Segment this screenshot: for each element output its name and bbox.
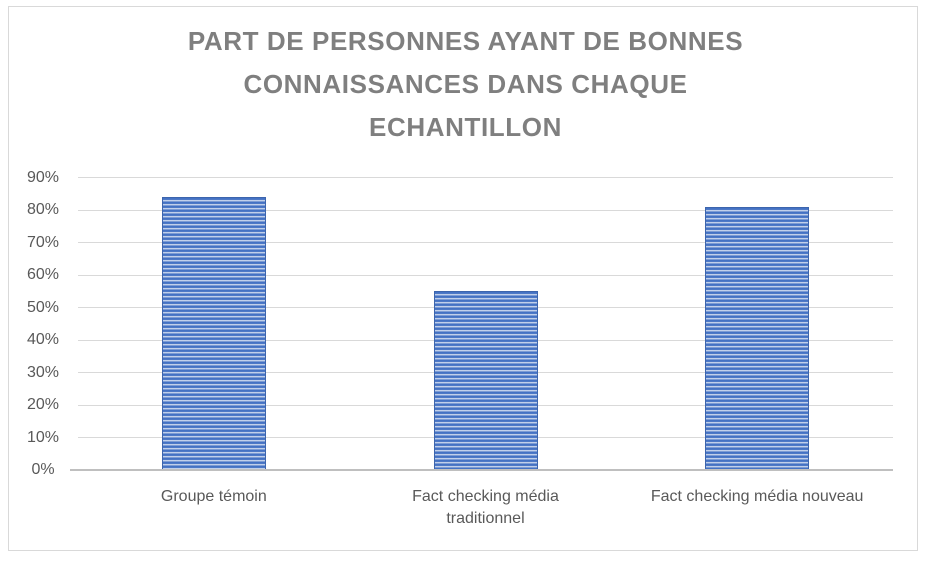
gridline-60: [78, 274, 893, 276]
bar-3: [705, 206, 810, 470]
y-tick-label-40: 40%: [26, 331, 60, 348]
y-tick-label-70: 70%: [26, 233, 60, 251]
y-tick-label-90: 90%: [26, 168, 60, 186]
y-tick-label-0: 0%: [31, 461, 55, 478]
y-tick-label-10: 10%: [26, 428, 60, 446]
x-axis-line: [70, 469, 893, 471]
y-tick-label-30: 30%: [26, 363, 60, 381]
y-tick-label-20: 20%: [26, 396, 60, 413]
bar-1: [161, 197, 266, 470]
category-label-2: Fact checking média traditionnel: [412, 488, 559, 527]
y-tick-label-50: 50%: [26, 298, 60, 316]
gridline-70: [78, 242, 893, 243]
title-line-3: ECHANTILLON: [369, 112, 562, 142]
category-label-3: Fact checking média nouveau: [650, 488, 864, 505]
gridline-90: [78, 177, 893, 178]
title-line-2: CONNAISSANCES DANS CHAQUE: [243, 69, 688, 99]
y-tick-label-60: 60%: [26, 266, 60, 283]
bar-2: [433, 291, 538, 470]
y-tick-label-80: 80%: [26, 201, 60, 218]
category-label-1: Groupe témoin: [160, 488, 267, 505]
title-line-1: PART DE PERSONNES AYANT DE BONNES: [187, 26, 744, 56]
chart-title: PART DE PERSONNES AYANT DE BONNES CONNAI…: [0, 20, 931, 149]
gridline-80: [78, 209, 893, 211]
